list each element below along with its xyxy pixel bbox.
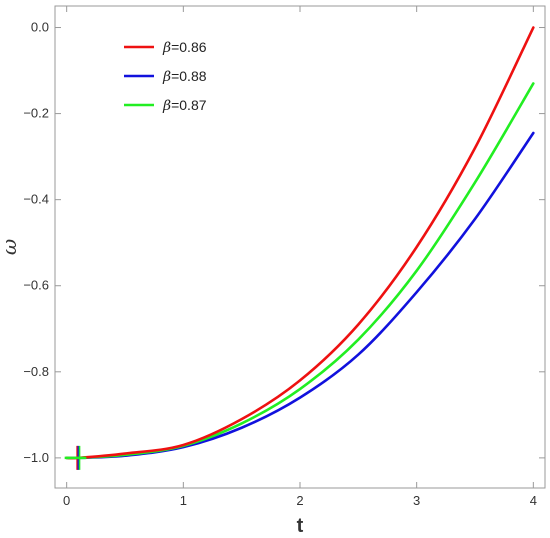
- legend-value: =0.88: [171, 68, 207, 84]
- legend-value: =0.87: [171, 97, 207, 113]
- x-tick-label: 1: [180, 493, 187, 508]
- legend-label: β=0.87: [162, 97, 207, 114]
- y-tick-label: −0.2: [23, 106, 49, 121]
- legend-symbol: β: [162, 98, 171, 114]
- legend-label: β=0.86: [162, 39, 207, 56]
- plot-frame: [54, 5, 546, 489]
- x-axis-label: t: [297, 515, 304, 537]
- y-tick-label: −0.6: [23, 278, 49, 293]
- series-line: [65, 131, 535, 460]
- legend-symbol: β: [162, 40, 171, 56]
- series-line: [65, 26, 535, 460]
- x-tick-label: 3: [413, 493, 420, 508]
- x-tick-label: 2: [296, 493, 303, 508]
- legend: β=0.86β=0.88β=0.87: [124, 39, 207, 114]
- x-tick-label: 4: [530, 493, 537, 508]
- y-tick-label: −1.0: [23, 450, 49, 465]
- y-tick-label: 0.0: [31, 20, 49, 35]
- y-tick-label: −0.8: [23, 364, 49, 379]
- legend-label: β=0.88: [162, 68, 207, 85]
- series-lines: [64, 26, 535, 470]
- series-line: [65, 82, 535, 460]
- legend-value: =0.86: [171, 39, 207, 55]
- axis-ticks: 0 1 2 3 4 0.0 −0.2 −0.4 −0.6 −0.8 −1.0: [23, 6, 545, 508]
- x-tick-label: 0: [63, 493, 70, 508]
- y-axis-label: ω: [0, 239, 21, 255]
- y-tick-label: −0.4: [23, 192, 49, 207]
- legend-symbol: β: [162, 69, 171, 85]
